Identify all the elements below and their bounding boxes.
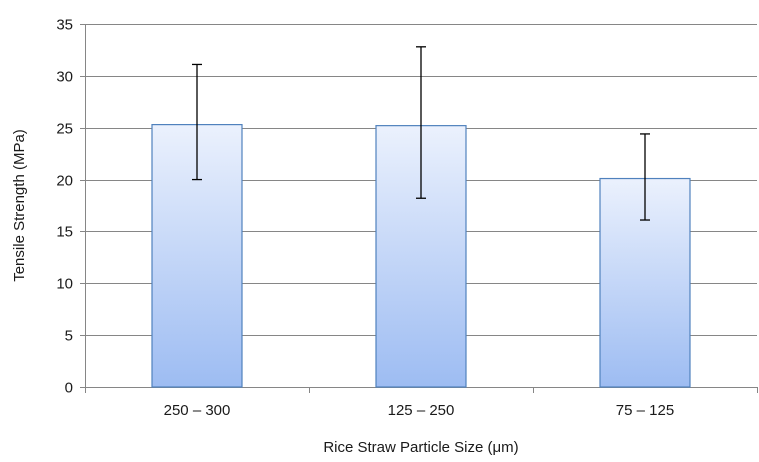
y-tick-label: 5 [65, 328, 73, 345]
x-tick-label: 125 – 250 [388, 402, 455, 419]
y-tick-label: 20 [56, 173, 73, 190]
y-axis-title: Tensile Strength (MPa) [11, 129, 28, 282]
error-bars [192, 46, 650, 221]
y-tick-label: 15 [56, 224, 73, 241]
y-tick-label: 25 [56, 121, 73, 138]
x-tick-label: 75 – 125 [616, 402, 674, 419]
x-axis-title: Rice Straw Particle Size (μm) [323, 439, 518, 456]
y-tick-label: 35 [56, 17, 73, 34]
x-tick-label: 250 – 300 [164, 402, 231, 419]
y-tick-label: 30 [56, 69, 73, 86]
bar [151, 124, 243, 388]
y-tick-label: 10 [56, 276, 73, 293]
y-tick-label: 0 [65, 380, 73, 397]
labels: 0 5 10 15 20 25 30 35 250 – 300 125 – 250 75 – 125 [56, 17, 674, 420]
